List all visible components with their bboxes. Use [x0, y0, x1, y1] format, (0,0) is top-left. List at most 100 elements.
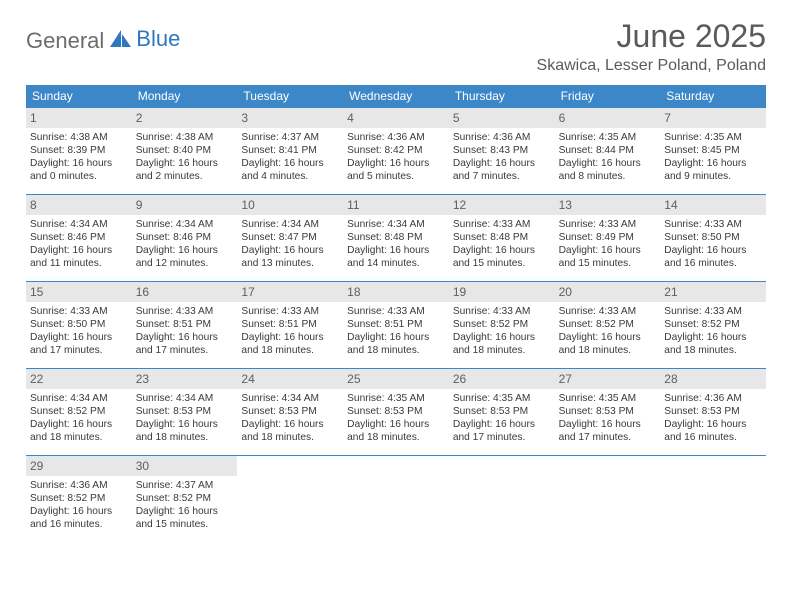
day-number: 20 [555, 282, 661, 302]
day-details: Sunrise: 4:33 AMSunset: 8:52 PMDaylight:… [664, 305, 762, 357]
dow-monday: Monday [132, 85, 238, 108]
calendar-empty-cell [449, 456, 555, 542]
calendar-day-cell: 24 Sunrise: 4:34 AMSunset: 8:53 PMDayligh… [237, 369, 343, 455]
day-number: 19 [449, 282, 555, 302]
day-details: Sunrise: 4:38 AMSunset: 8:39 PMDaylight:… [30, 131, 128, 183]
dow-sunday: Sunday [26, 85, 132, 108]
day-number: 16 [132, 282, 238, 302]
day-details: Sunrise: 4:35 AMSunset: 8:45 PMDaylight:… [664, 131, 762, 183]
day-details: Sunrise: 4:34 AMSunset: 8:47 PMDaylight:… [241, 218, 339, 270]
calendar-week-row: 1 Sunrise: 4:38 AMSunset: 8:39 PMDaylight… [26, 108, 766, 195]
page-title: June 2025 [537, 18, 766, 55]
day-number: 17 [237, 282, 343, 302]
calendar-day-cell: 14 Sunrise: 4:33 AMSunset: 8:50 PMDayligh… [660, 195, 766, 281]
calendar-grid: Sunday Monday Tuesday Wednesday Thursday… [26, 85, 766, 542]
dow-saturday: Saturday [660, 85, 766, 108]
calendar-day-cell: 4 Sunrise: 4:36 AMSunset: 8:42 PMDaylight… [343, 108, 449, 194]
calendar-day-cell: 1 Sunrise: 4:38 AMSunset: 8:39 PMDaylight… [26, 108, 132, 194]
logo: General Blue [26, 18, 180, 54]
day-details: Sunrise: 4:33 AMSunset: 8:50 PMDaylight:… [30, 305, 128, 357]
day-number: 7 [660, 108, 766, 128]
calendar-day-cell: 25 Sunrise: 4:35 AMSunset: 8:53 PMDayligh… [343, 369, 449, 455]
calendar-week-row: 22Sunrise: 4:34 AMSunset: 8:52 PMDayligh… [26, 369, 766, 456]
calendar-day-cell: 27 Sunrise: 4:35 AMSunset: 8:53 PMDayligh… [555, 369, 661, 455]
day-details: Sunrise: 4:36 AMSunset: 8:43 PMDaylight:… [453, 131, 551, 183]
day-details: Sunrise: 4:34 AMSunset: 8:52 PMDaylight:… [30, 392, 128, 444]
day-number: 24 [237, 369, 343, 389]
day-number: 30 [132, 456, 238, 476]
day-number: 1 [26, 108, 132, 128]
calendar-week-row: 29 Sunrise: 4:36 AMSunset: 8:52 PMDayligh… [26, 456, 766, 542]
day-details: Sunrise: 4:36 AMSunset: 8:42 PMDaylight:… [347, 131, 445, 183]
calendar-day-cell: 5 Sunrise: 4:36 AMSunset: 8:43 PMDaylight… [449, 108, 555, 194]
calendar-empty-cell [237, 456, 343, 542]
calendar-day-cell: 12 Sunrise: 4:33 AMSunset: 8:48 PMDayligh… [449, 195, 555, 281]
calendar-day-cell: 19Sunrise: 4:33 AMSunset: 8:52 PMDayligh… [449, 282, 555, 368]
calendar-empty-cell [555, 456, 661, 542]
calendar-day-cell: 11Sunrise: 4:34 AMSunset: 8:48 PMDayligh… [343, 195, 449, 281]
day-details: Sunrise: 4:36 AMSunset: 8:52 PMDaylight:… [30, 479, 128, 531]
calendar-page: General Blue June 2025 Skawica, Lesser P… [0, 0, 792, 542]
calendar-day-cell: 17 Sunrise: 4:33 AMSunset: 8:51 PMDayligh… [237, 282, 343, 368]
calendar-day-cell: 30 Sunrise: 4:37 AMSunset: 8:52 PMDayligh… [132, 456, 238, 542]
day-details: Sunrise: 4:35 AMSunset: 8:44 PMDaylight:… [559, 131, 657, 183]
day-details: Sunrise: 4:33 AMSunset: 8:51 PMDaylight:… [241, 305, 339, 357]
day-details: Sunrise: 4:33 AMSunset: 8:49 PMDaylight:… [559, 218, 657, 270]
day-details: Sunrise: 4:37 AMSunset: 8:52 PMDaylight:… [136, 479, 234, 531]
calendar-day-cell: 23Sunrise: 4:34 AMSunset: 8:53 PMDayligh… [132, 369, 238, 455]
day-number: 6 [555, 108, 661, 128]
dow-friday: Friday [555, 85, 661, 108]
day-number: 3 [237, 108, 343, 128]
day-details: Sunrise: 4:33 AMSunset: 8:52 PMDaylight:… [559, 305, 657, 357]
calendar-week-row: 8Sunrise: 4:34 AMSunset: 8:46 PMDaylight… [26, 195, 766, 282]
calendar-day-cell: 20 Sunrise: 4:33 AMSunset: 8:52 PMDayligh… [555, 282, 661, 368]
day-details: Sunrise: 4:33 AMSunset: 8:50 PMDaylight:… [664, 218, 762, 270]
day-details: Sunrise: 4:33 AMSunset: 8:48 PMDaylight:… [453, 218, 551, 270]
day-details: Sunrise: 4:35 AMSunset: 8:53 PMDaylight:… [559, 392, 657, 444]
dow-thursday: Thursday [449, 85, 555, 108]
day-number: 13 [555, 195, 661, 215]
calendar-day-cell: 28 Sunrise: 4:36 AMSunset: 8:53 PMDayligh… [660, 369, 766, 455]
calendar-day-cell: 16 Sunrise: 4:33 AMSunset: 8:51 PMDayligh… [132, 282, 238, 368]
day-number: 8 [26, 195, 132, 215]
day-number: 29 [26, 456, 132, 476]
day-number: 10 [237, 195, 343, 215]
day-number: 5 [449, 108, 555, 128]
logo-text-blue: Blue [136, 26, 180, 52]
location-subtitle: Skawica, Lesser Poland, Poland [537, 57, 766, 75]
day-number: 26 [449, 369, 555, 389]
day-details: Sunrise: 4:33 AMSunset: 8:51 PMDaylight:… [136, 305, 234, 357]
day-number: 12 [449, 195, 555, 215]
day-details: Sunrise: 4:36 AMSunset: 8:53 PMDaylight:… [664, 392, 762, 444]
calendar-day-cell: 21 Sunrise: 4:33 AMSunset: 8:52 PMDayligh… [660, 282, 766, 368]
day-number: 11 [343, 195, 449, 215]
dow-tuesday: Tuesday [237, 85, 343, 108]
calendar-day-cell: 29 Sunrise: 4:36 AMSunset: 8:52 PMDayligh… [26, 456, 132, 542]
day-number: 2 [132, 108, 238, 128]
calendar-day-cell: 10 Sunrise: 4:34 AMSunset: 8:47 PMDayligh… [237, 195, 343, 281]
calendar-day-cell: 22Sunrise: 4:34 AMSunset: 8:52 PMDayligh… [26, 369, 132, 455]
calendar-day-cell: 15Sunrise: 4:33 AMSunset: 8:50 PMDayligh… [26, 282, 132, 368]
calendar-day-cell: 18Sunrise: 4:33 AMSunset: 8:51 PMDayligh… [343, 282, 449, 368]
day-details: Sunrise: 4:35 AMSunset: 8:53 PMDaylight:… [453, 392, 551, 444]
calendar-day-cell: 2Sunrise: 4:38 AMSunset: 8:40 PMDaylight… [132, 108, 238, 194]
header: General Blue June 2025 Skawica, Lesser P… [26, 18, 766, 75]
day-details: Sunrise: 4:34 AMSunset: 8:46 PMDaylight:… [30, 218, 128, 270]
day-details: Sunrise: 4:34 AMSunset: 8:46 PMDaylight:… [136, 218, 234, 270]
day-number: 4 [343, 108, 449, 128]
calendar-empty-cell [660, 456, 766, 542]
day-number: 25 [343, 369, 449, 389]
day-details: Sunrise: 4:35 AMSunset: 8:53 PMDaylight:… [347, 392, 445, 444]
day-number: 28 [660, 369, 766, 389]
day-details: Sunrise: 4:37 AMSunset: 8:41 PMDaylight:… [241, 131, 339, 183]
calendar-day-cell: 9Sunrise: 4:34 AMSunset: 8:46 PMDaylight… [132, 195, 238, 281]
calendar-week-row: 15Sunrise: 4:33 AMSunset: 8:50 PMDayligh… [26, 282, 766, 369]
calendar-day-cell: 7 Sunrise: 4:35 AMSunset: 8:45 PMDaylight… [660, 108, 766, 194]
day-number: 27 [555, 369, 661, 389]
day-number: 18 [343, 282, 449, 302]
day-details: Sunrise: 4:34 AMSunset: 8:53 PMDaylight:… [241, 392, 339, 444]
day-number: 21 [660, 282, 766, 302]
day-number: 14 [660, 195, 766, 215]
calendar-day-cell: 13 Sunrise: 4:33 AMSunset: 8:49 PMDayligh… [555, 195, 661, 281]
day-of-week-header: Sunday Monday Tuesday Wednesday Thursday… [26, 85, 766, 108]
